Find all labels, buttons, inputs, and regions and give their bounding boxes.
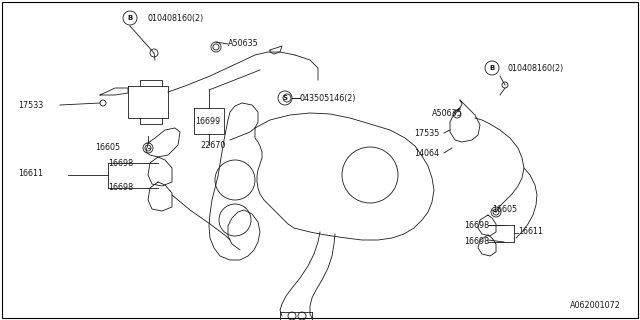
- Text: 043505146(2): 043505146(2): [300, 93, 356, 102]
- Text: 16611: 16611: [18, 170, 43, 179]
- Text: A50635: A50635: [228, 39, 259, 49]
- Text: 22670: 22670: [200, 141, 225, 150]
- Text: 16699: 16699: [195, 117, 220, 126]
- Text: 14064: 14064: [414, 148, 439, 157]
- Text: 17535: 17535: [414, 129, 440, 138]
- Text: 16698: 16698: [464, 237, 489, 246]
- Text: 010408160(2): 010408160(2): [148, 13, 204, 22]
- Text: 16698: 16698: [464, 220, 489, 229]
- Text: A062001072: A062001072: [570, 301, 621, 310]
- Text: 16605: 16605: [95, 143, 120, 153]
- Text: B: B: [490, 65, 495, 71]
- Text: 17533: 17533: [18, 100, 44, 109]
- Text: 16698: 16698: [108, 183, 133, 193]
- Text: 16611: 16611: [518, 228, 543, 236]
- Text: 16605: 16605: [492, 205, 517, 214]
- Text: 010408160(2): 010408160(2): [508, 63, 564, 73]
- Text: A50635: A50635: [432, 109, 463, 118]
- Text: B: B: [127, 15, 132, 21]
- Text: 16698: 16698: [108, 158, 133, 167]
- Text: S: S: [282, 95, 287, 101]
